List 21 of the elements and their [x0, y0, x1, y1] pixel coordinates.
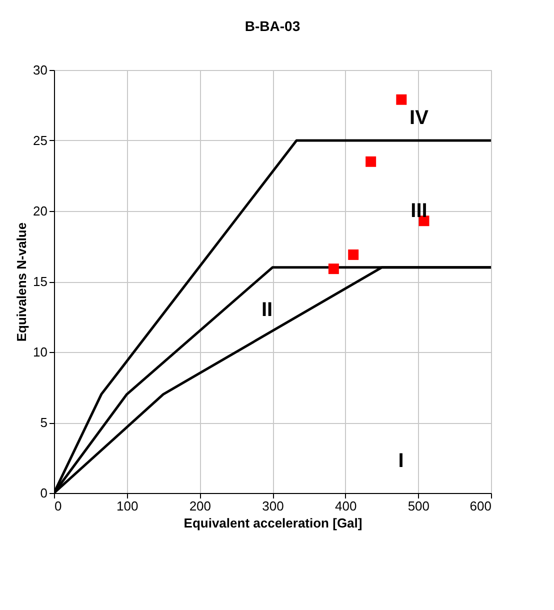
x-tick-label: 0 [54, 498, 62, 514]
x-tick-label: 400 [334, 498, 357, 514]
y-tick-label: 30 [33, 62, 48, 78]
x-tick-label: 600 [470, 498, 492, 514]
x-tick-label: 300 [262, 498, 284, 514]
x-tick-label: 100 [116, 498, 138, 514]
annotation: I [398, 450, 404, 472]
annotation: II [261, 299, 273, 321]
y-tick-label: 25 [33, 133, 48, 148]
annotation: IV [410, 107, 430, 129]
x-tick-label: 200 [189, 498, 212, 514]
chart-title: B-BA-03 [244, 18, 300, 34]
annotation: III [410, 200, 428, 222]
y-tick-label: 15 [33, 274, 48, 289]
y-tick-label: 0 [40, 486, 48, 500]
y-tick-label: 10 [33, 344, 48, 360]
y-tick-label: 20 [33, 204, 48, 218]
x-tick-label: 500 [408, 498, 430, 514]
x-axis-title: Equivalent acceleration [Gal] [184, 516, 362, 530]
y-tick-label: 5 [40, 415, 48, 430]
y-axis-title: Equivalens N-value [14, 222, 30, 342]
